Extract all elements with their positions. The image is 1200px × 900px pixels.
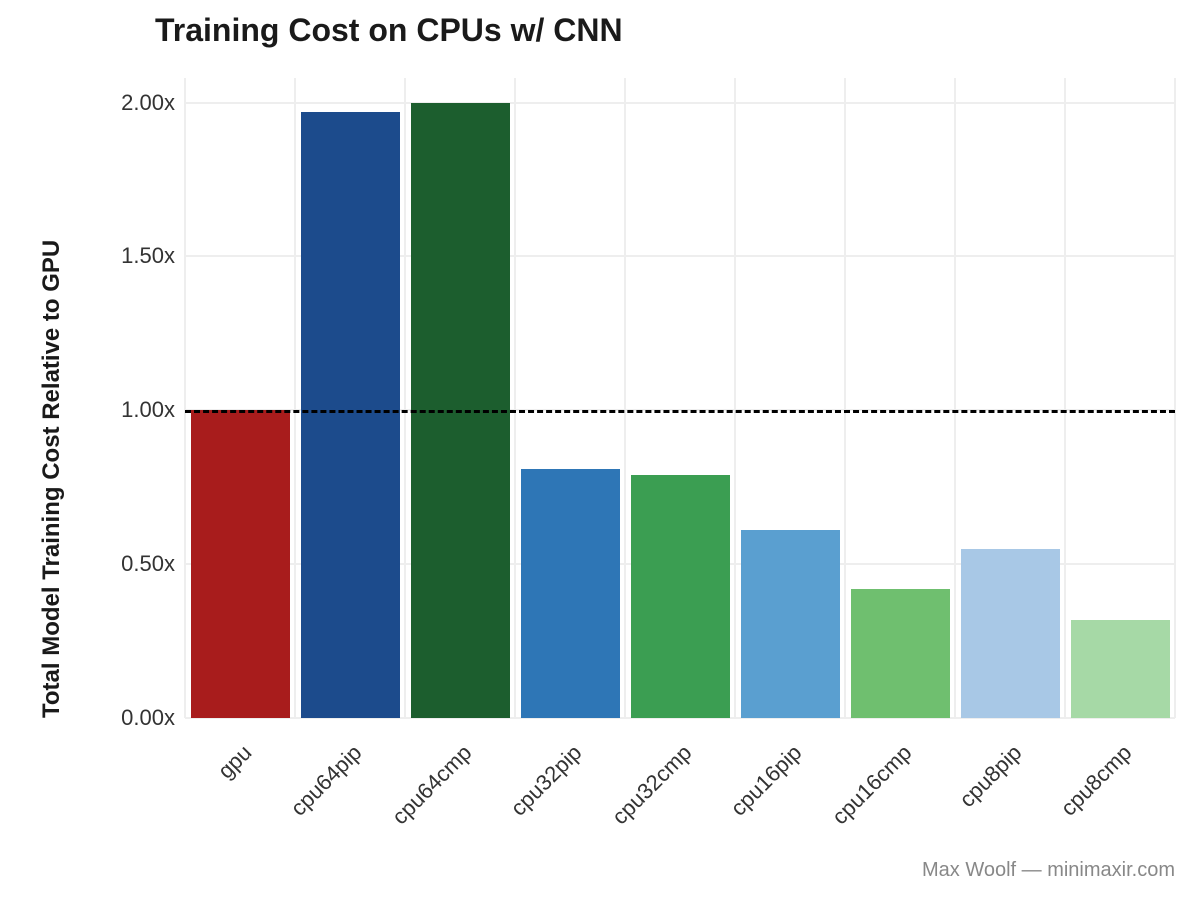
chart-title: Training Cost on CPUs w/ CNN — [155, 12, 623, 49]
y-tick-label: 2.00x — [95, 90, 175, 116]
bar-cpu64pip — [301, 112, 400, 718]
reference-line — [185, 410, 1175, 413]
y-tick-label: 0.00x — [95, 705, 175, 731]
y-axis-label: Total Model Training Cost Relative to GP… — [38, 240, 66, 718]
gridline-vertical — [184, 78, 186, 718]
bar-cpu8cmp — [1071, 620, 1170, 718]
bar-cpu8pip — [961, 549, 1060, 718]
gridline-vertical — [844, 78, 846, 718]
y-tick-label: 1.00x — [95, 397, 175, 423]
gridline-vertical — [734, 78, 736, 718]
y-tick-label: 1.50x — [95, 243, 175, 269]
bar-gpu — [191, 410, 290, 718]
gridline-vertical — [624, 78, 626, 718]
bar-cpu16pip — [741, 530, 840, 718]
plot-area — [185, 78, 1175, 718]
bar-cpu32pip — [521, 469, 620, 718]
gridline-vertical — [404, 78, 406, 718]
gridline-vertical — [514, 78, 516, 718]
gridline-vertical — [1064, 78, 1066, 718]
bar-cpu16cmp — [851, 589, 950, 718]
gridline-horizontal — [185, 102, 1175, 104]
bar-cpu32cmp — [631, 475, 730, 718]
gridline-vertical — [1174, 78, 1176, 718]
gridline-vertical — [294, 78, 296, 718]
y-tick-label: 0.50x — [95, 551, 175, 577]
chart-container: Training Cost on CPUs w/ CNN Total Model… — [0, 0, 1200, 900]
gridline-vertical — [954, 78, 956, 718]
attribution-text: Max Woolf — minimaxir.com — [922, 859, 1175, 882]
